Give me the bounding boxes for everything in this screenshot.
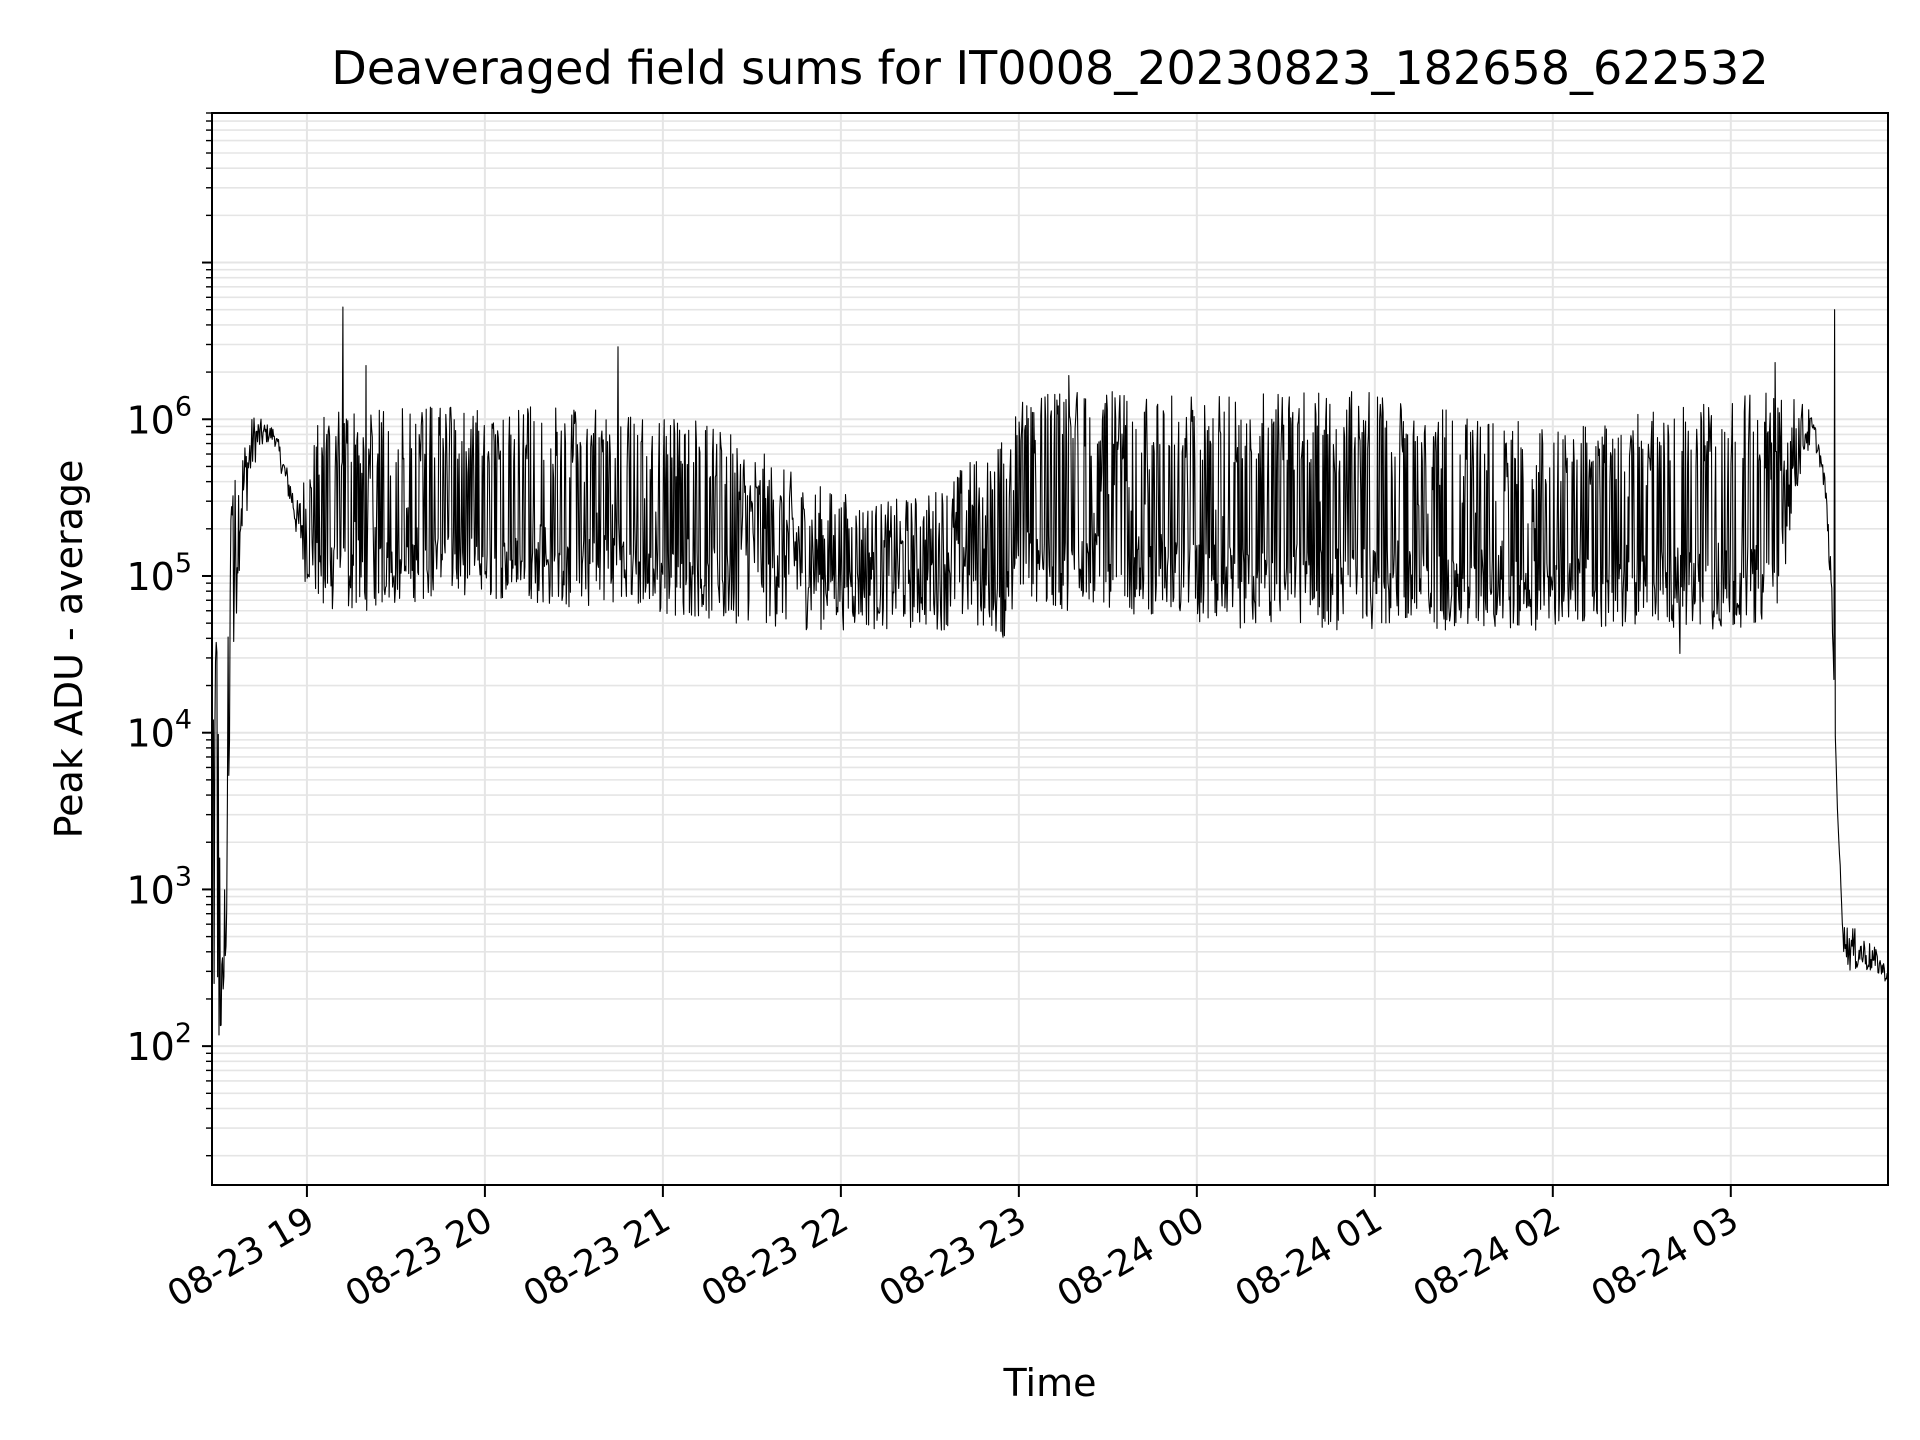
y-tick-label: 106 xyxy=(126,391,192,442)
y-tick-label: 102 xyxy=(126,1018,192,1069)
y-axis: 102 103 104 105 106 xyxy=(126,112,212,1157)
axes-frame xyxy=(211,112,1889,1186)
y-axis-label: Peak ADU - average xyxy=(47,460,91,839)
y-tick-label: 105 xyxy=(126,548,192,599)
y-tick-label: 103 xyxy=(126,861,192,912)
y-tick-label: 104 xyxy=(126,705,192,756)
x-axis-label: Time xyxy=(1003,1361,1097,1405)
series-line xyxy=(211,306,1889,1036)
chart-title: Deaveraged field sums for IT0008_2023082… xyxy=(331,41,1768,95)
